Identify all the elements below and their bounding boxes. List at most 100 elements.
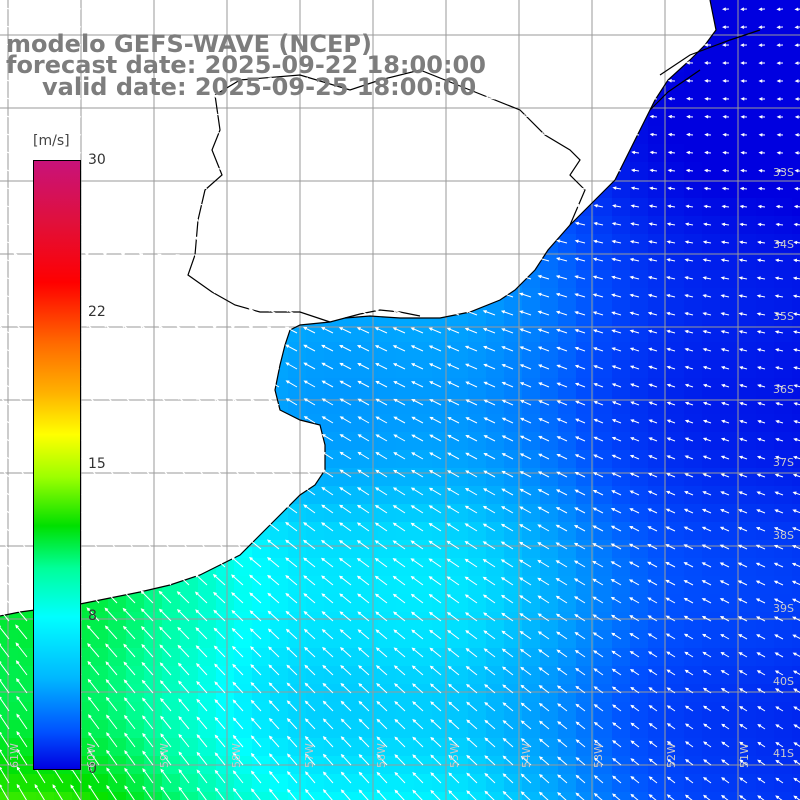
wind-arrow (428, 576, 442, 586)
wind-speed-cell (558, 414, 577, 433)
wind-arrow (429, 416, 442, 424)
wind-arrow (393, 665, 406, 676)
wind-speed-cell (468, 342, 487, 361)
wind-speed-cell (774, 180, 793, 199)
wind-arrow (720, 473, 730, 478)
wind-arrow (484, 113, 496, 118)
wind-speed-cell (630, 612, 649, 631)
wind-speed-cell (558, 630, 577, 649)
wind-arrow (374, 593, 388, 604)
wind-arrow (0, 307, 10, 316)
wind-speed-cell (90, 702, 109, 721)
wind-arrow (13, 340, 28, 352)
wind-speed-cell (414, 576, 433, 595)
wind-arrow (0, 483, 10, 496)
wind-arrow (756, 688, 766, 694)
wind-speed-cell (756, 36, 775, 55)
wind-arrow (139, 360, 154, 370)
wind-arrow (683, 615, 694, 622)
wind-speed-cell (612, 180, 631, 199)
wind-arrow (230, 538, 244, 550)
wind-arrow (555, 560, 568, 568)
wind-speed-cell (576, 324, 595, 343)
wind-arrow (502, 167, 514, 172)
wind-arrow (321, 504, 334, 514)
wind-arrow (141, 643, 154, 658)
wind-speed-cell (396, 612, 415, 631)
wind-arrow (176, 396, 190, 406)
wind-arrow (755, 598, 766, 604)
wind-speed-cell (666, 198, 685, 217)
wind-arrow (757, 741, 766, 748)
wind-arrow (411, 665, 424, 676)
wind-speed-cell (540, 594, 559, 613)
wind-speed-cell (90, 666, 109, 685)
wind-arrow (139, 40, 154, 46)
wind-arrow (684, 222, 694, 226)
wind-arrow (0, 448, 10, 460)
wind-arrow (465, 6, 478, 11)
wind-arrow (428, 220, 442, 226)
wind-speed-cell (630, 216, 649, 235)
wind-speed-cell (378, 414, 397, 433)
wind-arrow (213, 414, 226, 424)
wind-arrow (648, 455, 658, 460)
wind-speed-cell (756, 576, 775, 595)
wind-speed-cell (738, 72, 757, 91)
wind-arrow (738, 473, 748, 478)
wind-arrow (555, 292, 568, 298)
wind-arrow (428, 238, 442, 244)
wind-speed-cell (594, 324, 613, 343)
wind-arrow (376, 683, 388, 694)
wind-arrow (738, 330, 748, 334)
wind-arrow (446, 594, 460, 604)
wind-speed-cell (666, 468, 685, 487)
wind-speed-cell (738, 414, 757, 433)
wind-arrow (375, 451, 388, 460)
wind-speed-cell (270, 540, 289, 559)
wind-speed-cell (684, 252, 703, 271)
wind-arrow (88, 784, 99, 800)
wind-speed-cell (720, 216, 739, 235)
wind-arrow (176, 147, 190, 154)
wind-arrow (194, 379, 208, 388)
wind-speed-cell (630, 540, 649, 559)
wind-arrow (484, 701, 496, 712)
wind-speed-cell (648, 540, 667, 559)
wind-speed-cell (648, 270, 667, 289)
wind-arrow (230, 23, 244, 28)
wind-arrow (374, 327, 388, 334)
wind-arrow (483, 185, 496, 190)
wind-arrow (374, 575, 388, 586)
wind-arrow (103, 359, 118, 370)
wind-arrow (49, 146, 64, 154)
wind-arrow (120, 22, 136, 28)
wind-speed-cell (756, 522, 775, 541)
wind-speed-cell (630, 162, 649, 181)
wind-arrow (755, 527, 766, 532)
wind-arrow (249, 521, 262, 532)
wind-arrow (685, 7, 694, 11)
wind-arrow (175, 4, 190, 10)
wind-speed-cell (324, 774, 343, 793)
wind-speed-cell (270, 522, 289, 541)
wind-speed-cell (774, 594, 793, 613)
wind-speed-cell (450, 612, 469, 631)
wind-speed-cell (774, 18, 793, 37)
wind-arrow (375, 167, 388, 172)
wind-speed-cell (522, 684, 541, 703)
wind-speed-cell (216, 774, 235, 793)
wind-speed-cell (576, 666, 595, 685)
wind-arrow (286, 753, 298, 766)
wind-arrow (501, 488, 514, 496)
wind-speed-cell (522, 792, 541, 800)
wind-arrow (430, 719, 442, 730)
wind-arrow (285, 148, 298, 154)
wind-arrow (520, 702, 532, 712)
wind-arrow (556, 221, 568, 226)
wind-arrow (630, 722, 640, 730)
wind-arrow (740, 7, 748, 11)
wind-arrow (122, 572, 136, 586)
wind-arrow (176, 432, 190, 442)
wind-arrow (429, 629, 442, 640)
